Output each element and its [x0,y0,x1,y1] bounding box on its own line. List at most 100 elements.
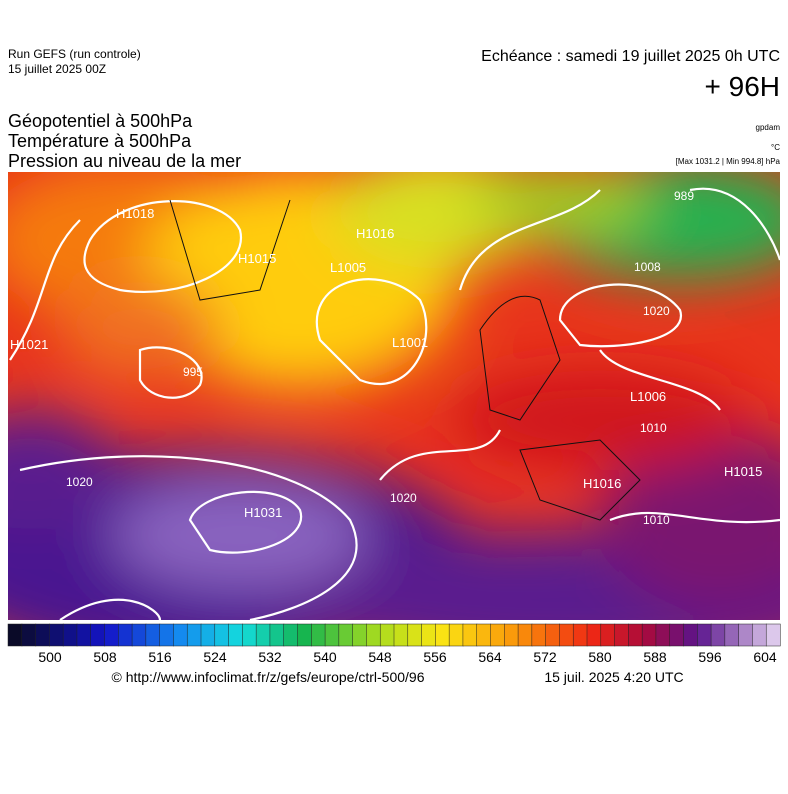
colorbar-swatch [297,623,312,647]
colorbar-swatch [35,623,50,647]
colorbar-tick-label: 604 [753,649,777,665]
colorbar-swatch [90,623,106,647]
colorbar-swatch [421,623,436,647]
unit: gpdam [756,123,781,132]
pressure-label: H1031 [244,505,282,520]
colorbar-swatch [545,623,560,647]
colorbar-swatch [159,623,174,647]
colorbar-tick-label: 508 [93,649,117,665]
pressure-label: H1018 [116,206,154,221]
pressure-label: H1015 [238,251,276,266]
pressure-label: H1015 [724,464,762,479]
lead-time: + 96H [705,71,781,102]
colorbar-swatch [228,623,243,647]
legend-line: Température à 500hPa [8,131,192,151]
colorbar-swatch [655,623,671,647]
colorbar-tick-label: 548 [368,649,392,665]
colorbar-swatch [724,623,740,647]
colorbar-swatch [476,623,492,647]
colorbar-swatch [338,623,354,647]
colorbar-swatch [49,623,64,647]
colorbar-swatch [710,623,726,647]
colorbar-swatch [559,623,574,647]
colorbar-swatch [517,623,533,647]
colorbar-swatch [186,623,202,647]
pressure-label: 1008 [634,260,661,274]
colorbar-swatch [697,623,712,647]
colorbar-tick-label: 572 [533,649,557,665]
footer-issued: 15 juil. 2025 4:20 UTC [544,669,683,685]
pressure-label: 1020 [390,491,417,505]
pressure-label: 1010 [643,513,670,527]
colorbar-swatch [531,623,547,647]
colorbar-swatch [379,623,395,647]
colorbar-swatch [504,623,519,647]
colorbar-tick-label: 524 [203,649,227,665]
run-date: 15 juillet 2025 00Z [8,62,106,76]
colorbar-tick-label: 556 [423,649,447,665]
colorbar-swatch [131,623,147,647]
colorbar-swatch [683,623,698,647]
colorbar-swatch [145,623,161,647]
colorbar-swatch [324,623,340,647]
colorbar-tick-label: 532 [258,649,282,665]
colorbar-swatch [614,623,629,647]
colorbar-swatch [242,623,257,647]
colorbar-tick-label: 500 [38,649,62,665]
colorbar-swatch [669,623,685,647]
colorbar-swatch [366,623,381,647]
legend-line: Pression au niveau de la mer [8,151,241,171]
colorbar-swatch [407,623,423,647]
map [8,172,780,620]
pressure-label: L1005 [330,260,366,275]
footer-url: © http://www.infoclimat.fr/z/gefs/europe… [111,669,424,685]
unit: [Max 1031.2 | Min 994.8] hPa [676,157,781,166]
colorbar-swatch [7,623,23,647]
pressure-label: H1016 [356,226,394,241]
pressure-label: H1021 [10,337,48,352]
pressure-label: 995 [183,365,203,379]
colorbar-swatch [572,623,588,647]
colorbar-swatch [62,623,78,647]
colorbar-swatch [118,623,133,647]
colorbar-swatch [462,623,478,647]
colorbar-swatch [104,623,119,647]
colorbar-swatch [255,623,271,647]
colorbar-swatch [76,623,92,647]
pressure-label: L1001 [392,335,428,350]
colorbar-tick-label: 540 [313,649,337,665]
colorbar-tick-label: 564 [478,649,502,665]
pressure-label: 1020 [66,475,93,489]
colorbar-swatch [352,623,367,647]
colorbar-swatch [641,623,657,647]
colorbar-swatch [765,623,781,647]
colorbar-tick-label: 596 [698,649,722,665]
colorbar-swatch [311,623,326,647]
colorbar-swatch [752,623,767,647]
colorbar-swatch [586,623,602,647]
unit: °C [771,143,780,152]
colorbar-tick-label: 588 [643,649,667,665]
colorbar-swatch [393,623,409,647]
colorbar-swatch [448,623,464,647]
colorbar-swatch [214,623,230,647]
pressure-label: 989 [674,189,694,203]
run: Run GEFS (run controle) [8,47,141,61]
colorbar-swatch [600,623,616,647]
colorbar-swatch [283,623,299,647]
legend-line: Géopotentiel à 500hPa [8,111,193,131]
colorbar-swatch [435,623,450,647]
pressure-label: H1016 [583,476,621,491]
colorbar-swatch [269,623,285,647]
colorbar-swatch [200,623,216,647]
pressure-label: 1010 [640,421,667,435]
colorbar-swatch [738,623,753,647]
colorbar-tick-label: 516 [148,649,172,665]
colorbar-swatch [490,623,505,647]
pressure-label: L1006 [630,389,666,404]
colorbar-tick-label: 580 [588,649,612,665]
colorbar-swatch [21,623,37,647]
valid-time: Echéance : samedi 19 juillet 2025 0h UTC [481,48,780,65]
pressure-label: 1020 [643,304,670,318]
